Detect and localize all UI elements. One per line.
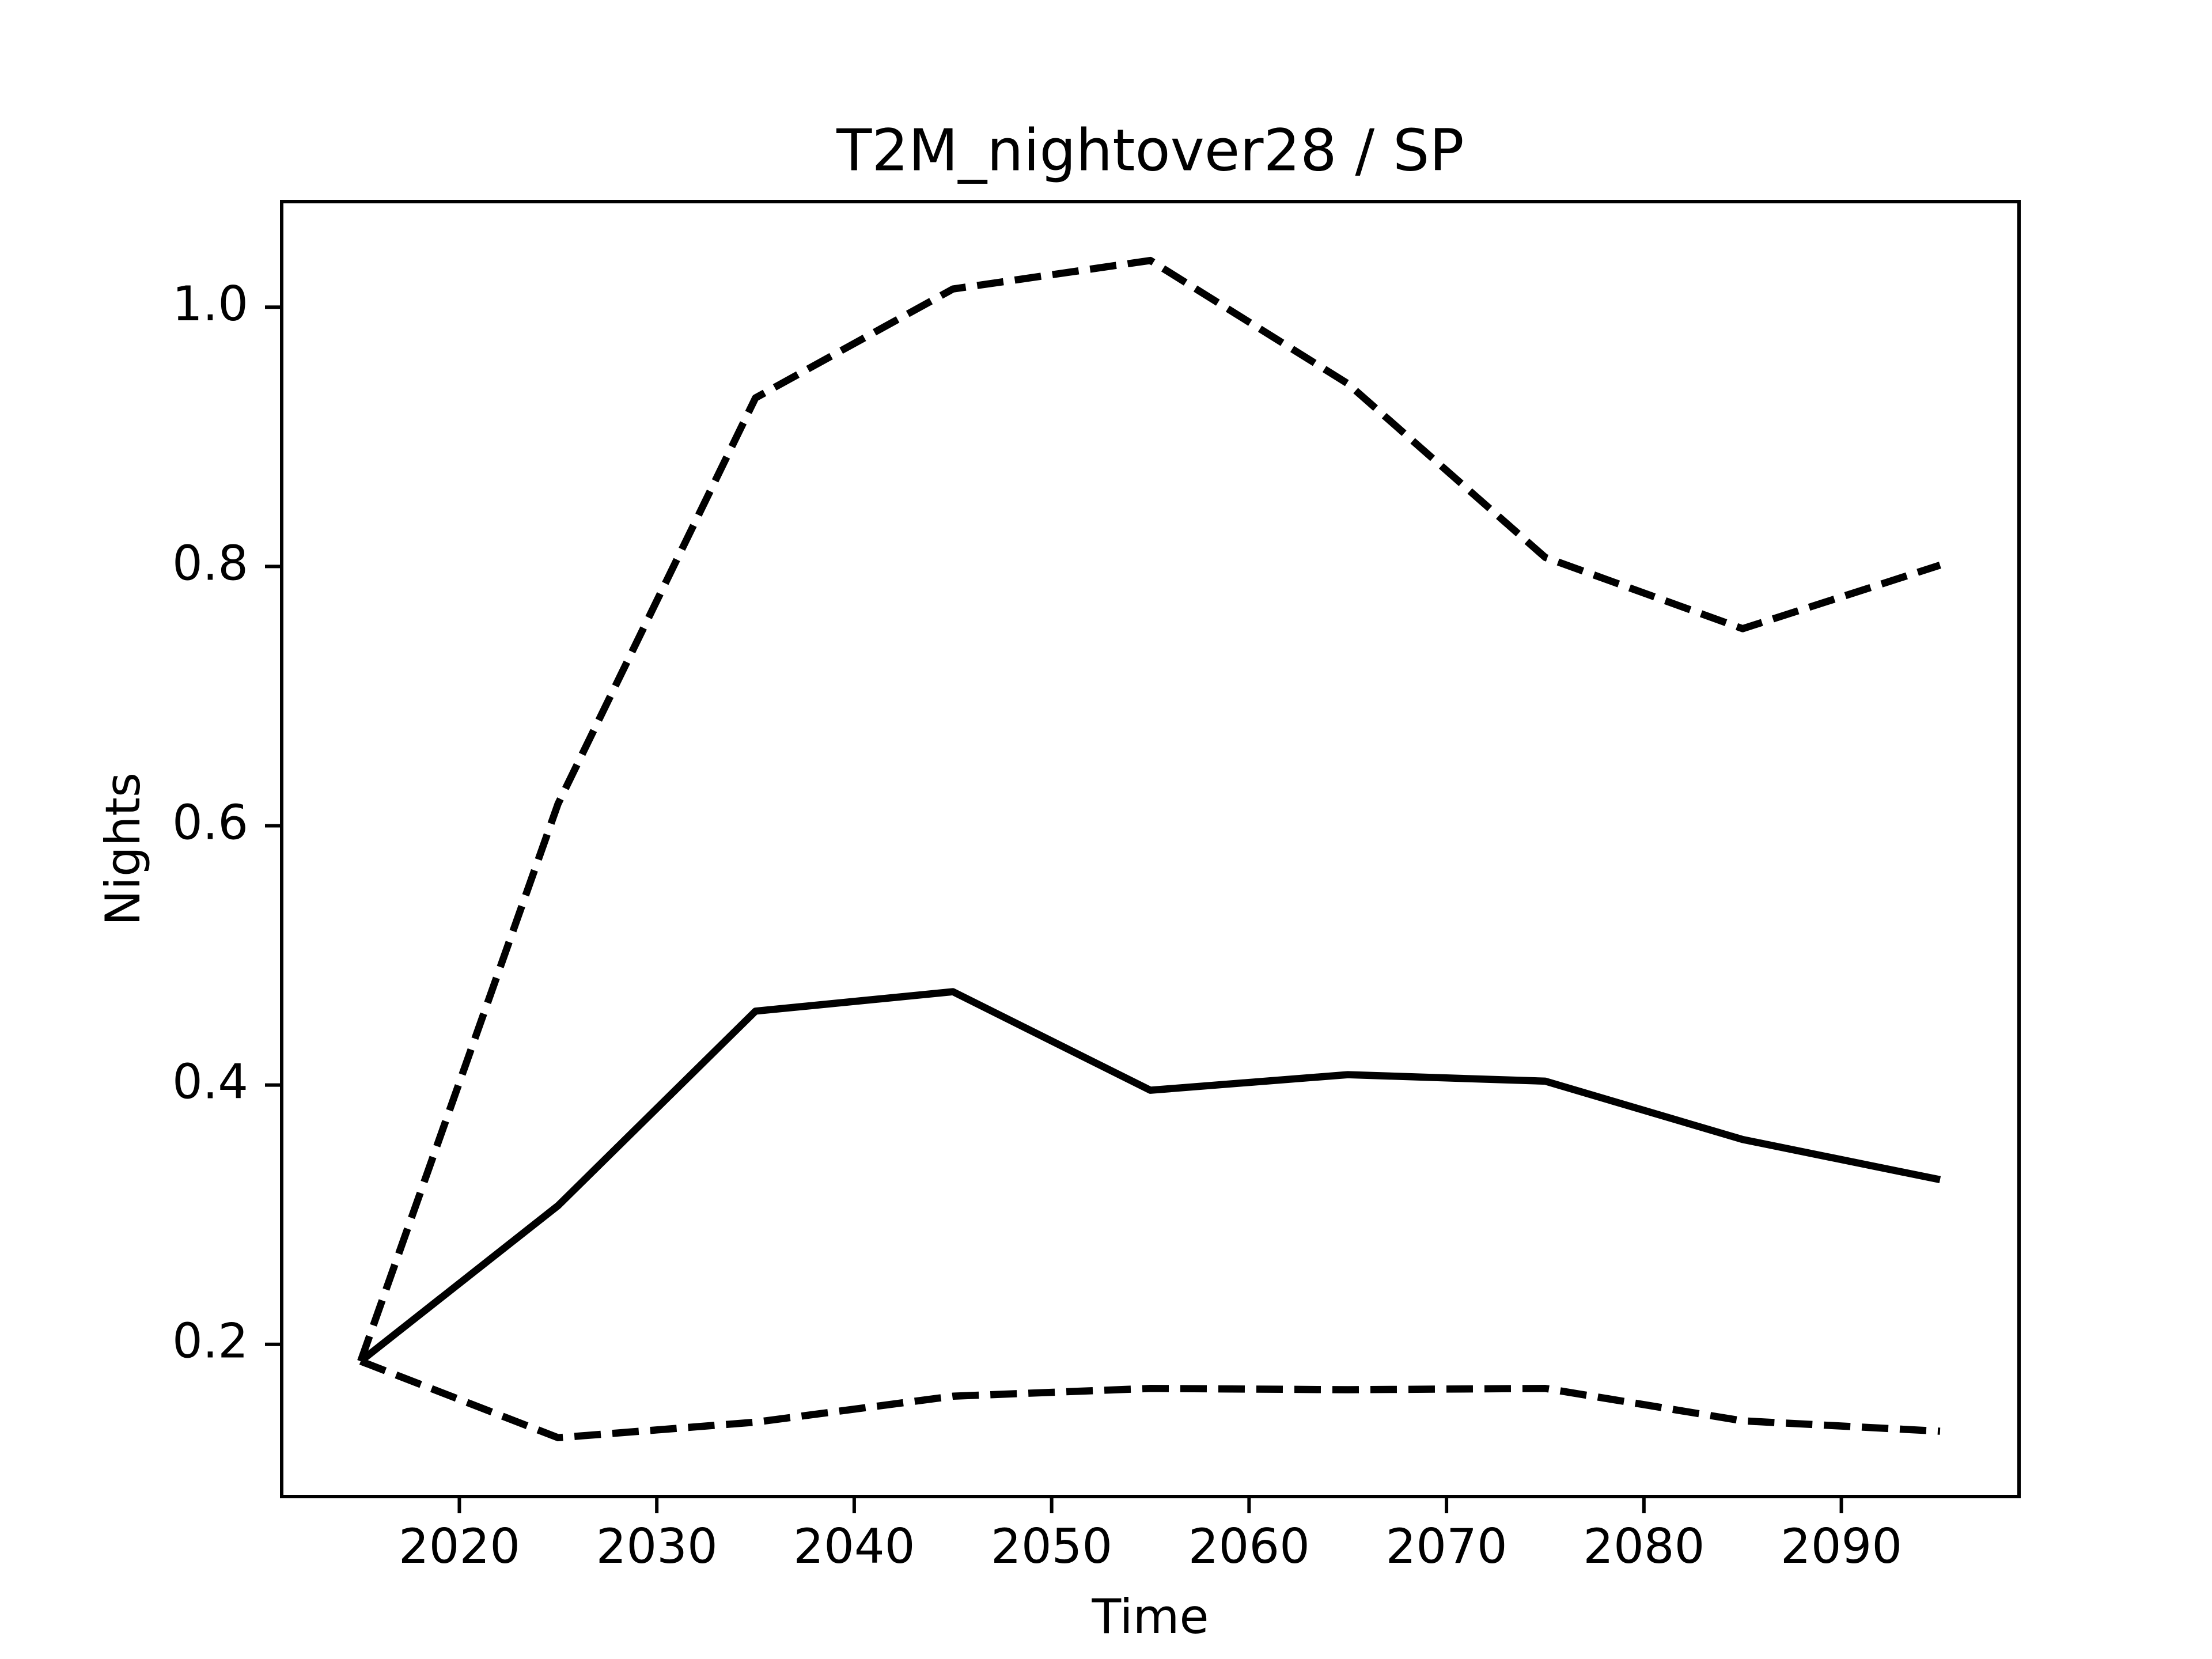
- chart-title: T2M_nightover28 / SP: [836, 116, 1464, 184]
- x-tick-label: 2040: [793, 1518, 915, 1574]
- data-line: [357, 256, 1941, 1363]
- data-line: [358, 988, 1941, 1364]
- y-tick-label: 1.0: [172, 276, 248, 332]
- y-tick-label: 0.2: [172, 1313, 248, 1369]
- data-line: [359, 1358, 1941, 1442]
- x-tick-label: 2090: [1781, 1518, 1902, 1574]
- x-tick-label: 2050: [991, 1518, 1112, 1574]
- x-tick-label: 2030: [596, 1518, 718, 1574]
- x-tick-label: 2020: [399, 1518, 520, 1574]
- x-tick-label: 2070: [1385, 1518, 1507, 1574]
- y-axis-label: Nights: [95, 772, 151, 926]
- x-tick-label: 2060: [1188, 1518, 1310, 1574]
- plot-frame: [280, 200, 2021, 1498]
- y-tick-label: 0.8: [172, 535, 248, 591]
- x-axis-label: Time: [1091, 1589, 1209, 1645]
- y-tick-label: 0.6: [172, 794, 248, 850]
- x-tick-label: 2080: [1583, 1518, 1705, 1574]
- y-tick-label: 0.4: [172, 1054, 248, 1110]
